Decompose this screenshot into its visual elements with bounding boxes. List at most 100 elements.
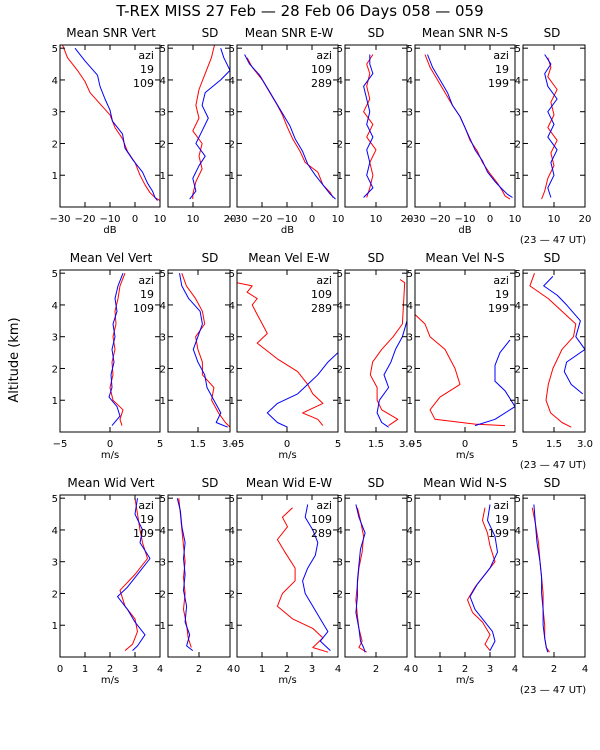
x-tick-label: 2 <box>373 664 379 675</box>
y-tick-label: 1 <box>337 396 343 407</box>
legend-item-red: 19 <box>140 288 154 301</box>
y-tick-label: 2 <box>515 589 521 600</box>
y-tick-label: 3 <box>52 333 58 344</box>
legend-header: azi <box>138 499 154 512</box>
series-line-red-19 <box>181 273 230 428</box>
y-axis-title: Altitude (km) <box>7 317 22 402</box>
x-tick-label: 4 <box>404 664 410 675</box>
x-tick-label: −5 <box>53 439 68 450</box>
panel-title: SD <box>368 476 385 490</box>
y-tick-label: 5 <box>160 44 166 55</box>
panel-title: SD <box>544 26 561 40</box>
x-tick-label: 1 <box>82 664 88 675</box>
series-group <box>529 273 585 428</box>
y-tick-label: 4 <box>407 526 413 537</box>
y-tick-label: 4 <box>52 76 58 87</box>
series-line-blue-199 <box>543 276 585 395</box>
series-line-blue-109 <box>189 48 230 200</box>
series-line-blue-289 <box>355 504 366 653</box>
x-tick-label: 5 <box>335 439 341 450</box>
series-line-red-109 <box>237 282 324 426</box>
series-line-blue-109 <box>179 273 228 428</box>
y-tick-label: 2 <box>52 364 58 375</box>
x-tick-label: 0 <box>412 664 418 675</box>
x-tick-label: 3.0 <box>222 439 238 450</box>
series-group <box>415 314 515 427</box>
x-tick-label: −5 <box>230 439 245 450</box>
y-tick-label: 1 <box>515 396 521 407</box>
legend-item-blue: 109 <box>133 527 154 540</box>
y-tick-label: 1 <box>337 621 343 632</box>
legend-item-blue: 109 <box>133 77 154 90</box>
x-tick-label: 0 <box>57 664 63 675</box>
y-tick-label: 2 <box>229 364 235 375</box>
y-tick-label: 3 <box>160 108 166 119</box>
y-tick-label: 2 <box>337 589 343 600</box>
x-tick-label: 10 <box>548 214 561 225</box>
legend-item-red: 19 <box>140 513 154 526</box>
legend-header: azi <box>138 274 154 287</box>
y-tick-label: 1 <box>337 171 343 182</box>
y-tick-label: 3 <box>337 333 343 344</box>
panel-title: Mean Wid Vert <box>67 476 154 490</box>
y-tick-label: 1 <box>407 171 413 182</box>
x-tick-label: 4 <box>335 664 341 675</box>
y-tick-label: 4 <box>229 301 235 312</box>
x-tick-label: 1.5 <box>546 439 562 450</box>
x-tick-label: 4 <box>582 664 588 675</box>
x-tick-label: 2 <box>462 664 468 675</box>
x-tick-label: −20 <box>74 214 95 225</box>
x-tick-label: 10 <box>332 214 345 225</box>
y-tick-label: 1 <box>52 171 58 182</box>
y-tick-label: 5 <box>160 269 166 280</box>
series-line-blue-109 <box>74 47 158 201</box>
legend-item-red: 19 <box>495 513 509 526</box>
x-tick-label: 0 <box>234 664 240 675</box>
y-tick-label: 4 <box>515 526 521 537</box>
panel-title: Mean Vel N-S <box>425 251 504 265</box>
y-tick-label: 4 <box>229 76 235 87</box>
y-tick-label: 2 <box>515 364 521 375</box>
x-axis-label: m/s <box>278 450 296 461</box>
series-line-blue-289 <box>244 54 336 200</box>
y-tick-label: 1 <box>229 621 235 632</box>
series-line-blue-199 <box>469 504 498 651</box>
y-tick-label: 2 <box>229 139 235 150</box>
panel-title: Mean SNR N-S <box>422 26 508 40</box>
y-tick-label: 3 <box>52 558 58 569</box>
legend-header: azi <box>493 274 509 287</box>
y-tick-label: 4 <box>52 526 58 537</box>
y-tick-label: 2 <box>160 139 166 150</box>
x-tick-label: −10 <box>454 214 475 225</box>
series-line-red-19 <box>541 57 558 200</box>
plot-frame <box>522 494 586 658</box>
series-line-red-109 <box>363 54 377 198</box>
y-tick-label: 2 <box>407 364 413 375</box>
x-tick-label: 20 <box>401 214 414 225</box>
y-tick-label: 4 <box>337 301 343 312</box>
y-tick-label: 3 <box>515 558 521 569</box>
x-tick-label: −30 <box>226 214 247 225</box>
y-tick-label: 5 <box>229 44 235 55</box>
panel-title: SD <box>544 251 561 265</box>
y-tick-label: 5 <box>337 269 343 280</box>
y-tick-label: 3 <box>515 333 521 344</box>
y-tick-label: 3 <box>229 558 235 569</box>
y-tick-label: 5 <box>407 269 413 280</box>
series-group <box>355 504 367 653</box>
panel-title: SD <box>544 476 561 490</box>
panel-title: Mean SNR Vert <box>66 26 156 40</box>
x-tick-label: 0 <box>284 439 290 450</box>
x-axis-label: m/s <box>101 675 119 686</box>
x-tick-label: 0 <box>309 214 315 225</box>
series-group <box>189 45 230 200</box>
series-group <box>276 504 331 653</box>
x-tick-label: 5 <box>157 439 163 450</box>
panel-title: Mean SNR E-W <box>245 26 334 40</box>
x-axis-label: m/s <box>101 450 119 461</box>
y-tick-label: 3 <box>160 558 166 569</box>
